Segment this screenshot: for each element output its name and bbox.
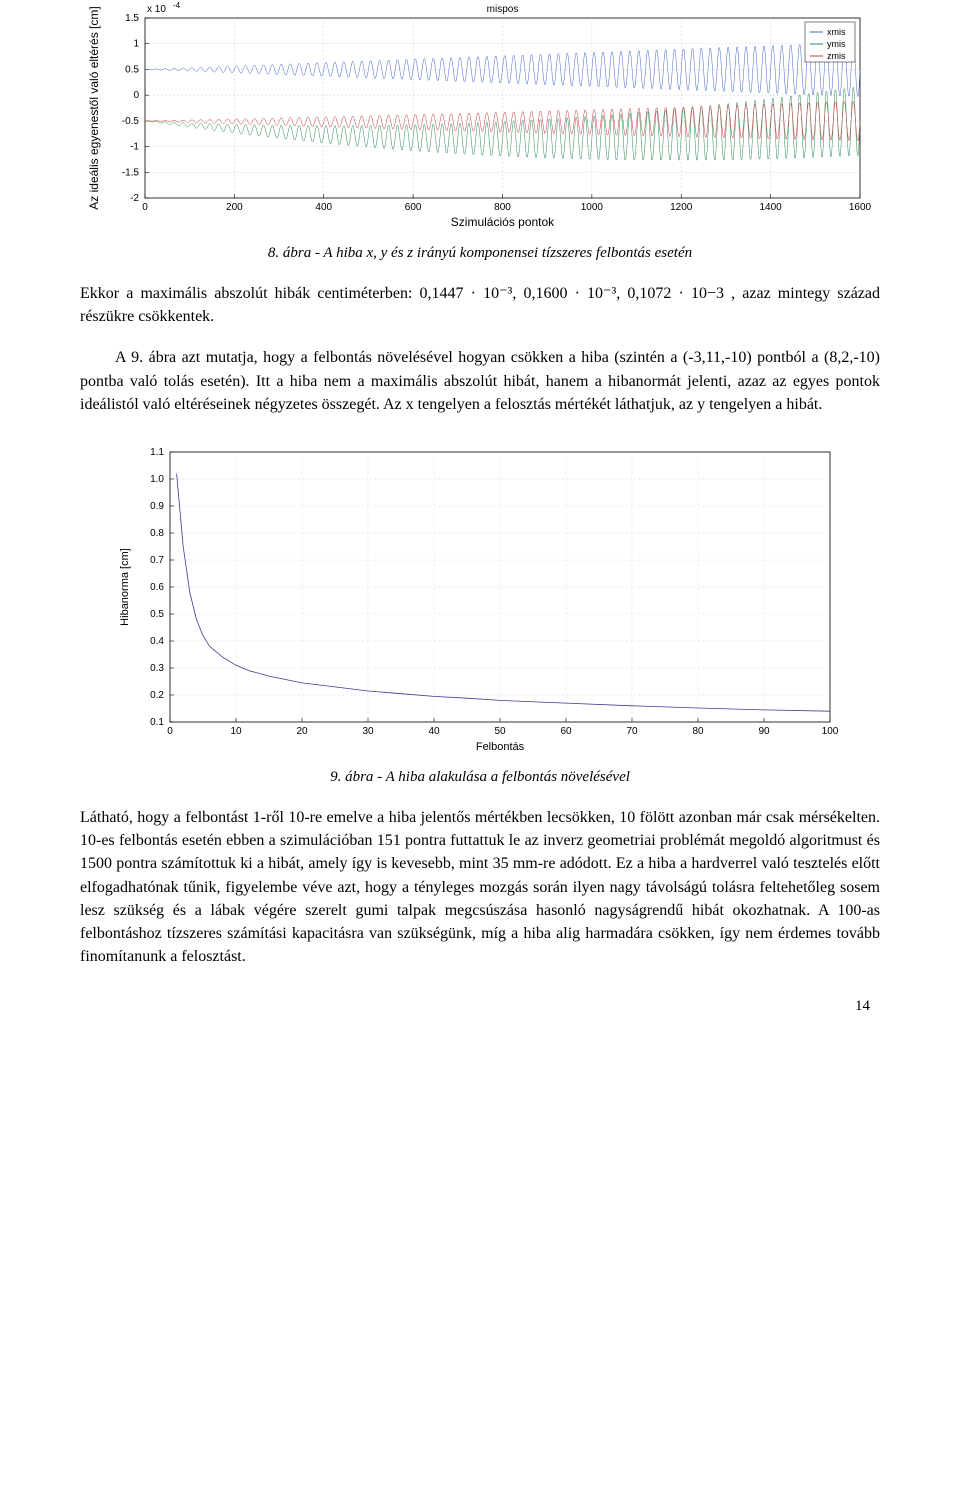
- svg-text:-1: -1: [130, 142, 139, 153]
- mispos-svg: 0 200 400 600 800 1000 1200 1400 1600 -2 -1.5 -1 -0.…: [80, 0, 880, 230]
- svg-text:0.7: 0.7: [150, 555, 164, 566]
- page-number: 14: [80, 998, 880, 1015]
- paragraph-2: A 9. ábra azt mutatja, hogy a felbontás …: [80, 346, 880, 416]
- svg-text:100: 100: [822, 726, 839, 737]
- svg-text:Szimulációs pontok: Szimulációs pontok: [451, 215, 555, 229]
- svg-text:20: 20: [296, 726, 308, 737]
- svg-text:1000: 1000: [581, 202, 604, 213]
- svg-text:90: 90: [758, 726, 770, 737]
- svg-text:mispos: mispos: [487, 4, 519, 15]
- svg-text:Az ideális egyenestől való elt: Az ideális egyenestől való eltérés [cm]: [87, 6, 101, 209]
- svg-text:0.5: 0.5: [150, 609, 164, 620]
- mispos-chart: 0 200 400 600 800 1000 1200 1400 1600 -2 -1.5 -1 -0.…: [80, 0, 880, 235]
- svg-text:70: 70: [626, 726, 638, 737]
- svg-text:30: 30: [362, 726, 374, 737]
- svg-text:1.5: 1.5: [125, 13, 139, 24]
- svg-text:x 10: x 10: [147, 4, 166, 15]
- svg-text:60: 60: [560, 726, 572, 737]
- svg-text:1200: 1200: [670, 202, 693, 213]
- svg-text:10: 10: [230, 726, 242, 737]
- svg-text:0: 0: [142, 202, 148, 213]
- svg-text:0.5: 0.5: [125, 64, 139, 75]
- svg-text:-4: -4: [173, 1, 181, 10]
- svg-text:0.2: 0.2: [150, 690, 164, 701]
- svg-text:1.1: 1.1: [150, 447, 164, 458]
- svg-text:800: 800: [494, 202, 511, 213]
- paragraph-1: Ekkor a maximális abszolút hibák centimé…: [80, 282, 880, 328]
- svg-text:1400: 1400: [760, 202, 783, 213]
- svg-text:600: 600: [405, 202, 422, 213]
- svg-text:0.1: 0.1: [150, 717, 164, 728]
- svg-text:ymis: ymis: [827, 39, 846, 49]
- svg-text:0: 0: [167, 726, 173, 737]
- figure-8-caption: 8. ábra - A hiba x, y és z irányú kompon…: [80, 245, 880, 262]
- figure-9-caption: 9. ábra - A hiba alakulása a felbontás n…: [80, 769, 880, 786]
- svg-text:0.3: 0.3: [150, 663, 164, 674]
- svg-text:xmis: xmis: [827, 27, 846, 37]
- svg-text:1: 1: [133, 39, 139, 50]
- decay-svg: 0 10 20 30 40 50 60 70 80 90 100 0.1 0.2 0.3 0.4 0.5 0.6…: [110, 434, 850, 754]
- svg-text:0.6: 0.6: [150, 582, 164, 593]
- svg-text:-0.5: -0.5: [122, 116, 140, 127]
- svg-text:zmis: zmis: [827, 51, 846, 61]
- svg-text:200: 200: [226, 202, 243, 213]
- svg-text:1.0: 1.0: [150, 474, 164, 485]
- svg-text:50: 50: [494, 726, 506, 737]
- decay-chart: 0 10 20 30 40 50 60 70 80 90 100 0.1 0.2 0.3 0.4 0.5 0.6…: [80, 434, 880, 759]
- svg-text:Hibanorma [cm]: Hibanorma [cm]: [119, 548, 131, 626]
- svg-text:80: 80: [692, 726, 704, 737]
- svg-text:0.4: 0.4: [150, 636, 164, 647]
- svg-text:400: 400: [315, 202, 332, 213]
- svg-text:Felbontás: Felbontás: [476, 741, 525, 753]
- paragraph-3: Látható, hogy a felbontást 1-ről 10-re e…: [80, 806, 880, 968]
- svg-text:0.9: 0.9: [150, 501, 164, 512]
- svg-text:-1.5: -1.5: [122, 167, 140, 178]
- svg-text:0.8: 0.8: [150, 528, 164, 539]
- svg-text:-2: -2: [130, 193, 139, 204]
- svg-text:1600: 1600: [849, 202, 872, 213]
- svg-text:40: 40: [428, 726, 440, 737]
- svg-text:0: 0: [133, 90, 139, 101]
